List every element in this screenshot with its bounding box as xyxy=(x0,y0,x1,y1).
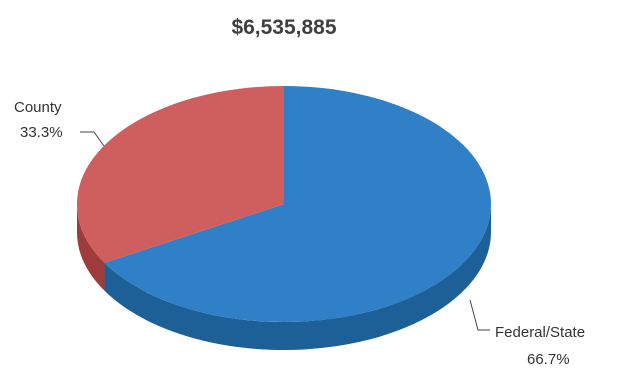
county-label-group: County 33.3% xyxy=(14,99,105,147)
pie-slices xyxy=(77,86,492,351)
pie-slice-federal-state xyxy=(104,86,492,323)
federal-label-group: Federal/State 66.7% xyxy=(469,299,585,368)
federal-percent-label: 66.7% xyxy=(527,351,570,368)
county-percent-label: 33.3% xyxy=(20,124,63,141)
county-leader-line xyxy=(80,131,105,147)
pie-slice-county xyxy=(77,86,284,263)
chart-title: $6,535,885 xyxy=(231,16,336,39)
pie-side-federal-state xyxy=(104,204,492,351)
pie-side-county xyxy=(77,204,105,291)
federal-leader-line xyxy=(469,299,490,331)
federal-label: Federal/State xyxy=(495,324,585,341)
county-label: County xyxy=(14,99,62,116)
